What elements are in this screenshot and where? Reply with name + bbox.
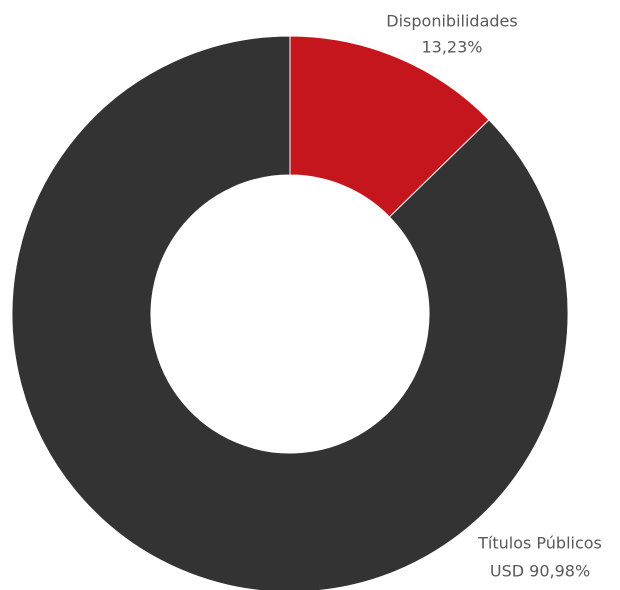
slice-label: Títulos Públicos bbox=[477, 534, 602, 553]
slice-value-label: USD 90,98% bbox=[490, 562, 590, 581]
slice-value-label: 13,23% bbox=[421, 38, 482, 57]
slice bbox=[11, 35, 569, 590]
slice-label: Disponibilidades bbox=[386, 12, 517, 31]
